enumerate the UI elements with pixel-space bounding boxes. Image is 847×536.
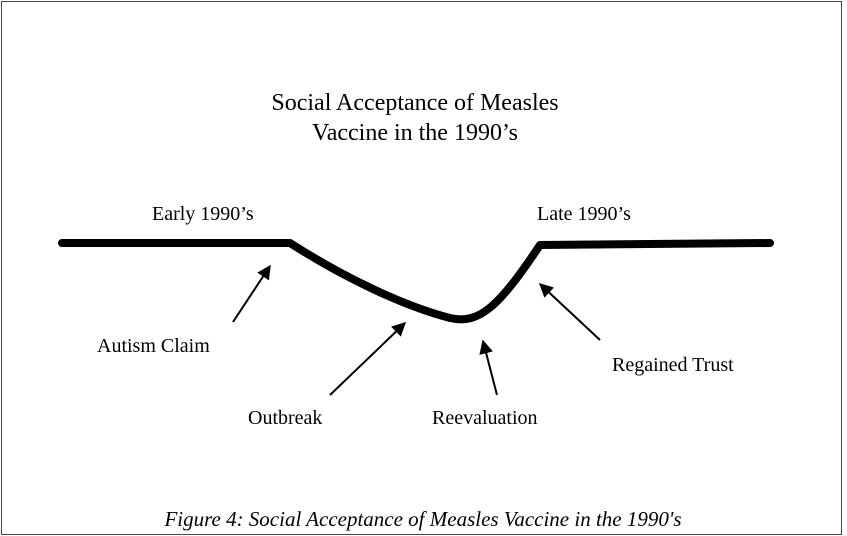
period-label: Late 1990’s [537,203,631,225]
event-label: Reevaluation [432,407,538,429]
arrow [479,339,498,396]
title-line: Social Acceptance of Measles [271,90,558,116]
event-label: Regained Trust [612,354,734,376]
event-label: Outbreak [248,407,322,429]
arrow [232,264,271,323]
period-label: Early 1990’s [152,203,254,225]
arrow [538,283,601,341]
event-label: Autism Claim [97,335,210,357]
caption: Figure 4: Social Acceptance of Measles V… [163,507,681,531]
acceptance-curve [58,239,774,324]
title-line: Vaccine in the 1990’s [312,120,518,146]
arrow [329,322,407,396]
